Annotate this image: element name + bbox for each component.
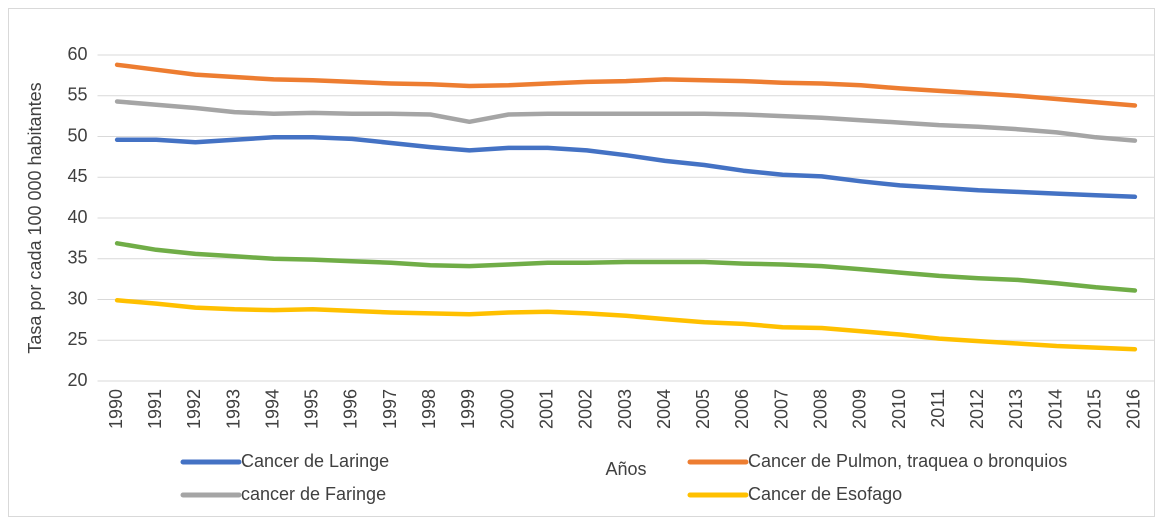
- x-tick-label: 1994: [262, 389, 282, 429]
- x-tick-label: 2013: [1006, 389, 1026, 429]
- x-tick-label: 2014: [1045, 389, 1065, 429]
- x-tick-label: 2001: [536, 389, 556, 429]
- x-tick-label: 2004: [654, 389, 674, 429]
- x-tick-label: 1992: [184, 389, 204, 429]
- x-tick-label: 2008: [810, 389, 830, 429]
- y-tick-label: 50: [67, 125, 87, 145]
- x-tick-label: 2003: [615, 389, 635, 429]
- series-line: [114, 241, 1138, 293]
- y-tick-label: 55: [67, 85, 87, 105]
- x-tick-label: 2002: [576, 389, 596, 429]
- y-axis-title: Tasa por cada 100 000 habitantes: [25, 82, 45, 353]
- x-tick-label: 2000: [497, 389, 517, 429]
- x-tick-label: 1997: [380, 389, 400, 429]
- legend-label: Cancer de Pulmon, traquea o bronquios: [748, 451, 1067, 471]
- x-tick-label: 2010: [889, 389, 909, 429]
- x-tick-label: 2006: [732, 389, 752, 429]
- y-tick-label: 25: [67, 329, 87, 349]
- legend-label: Cancer de Esofago: [748, 484, 902, 504]
- x-tick-label: 2016: [1124, 389, 1144, 429]
- x-tick-label: 1999: [458, 389, 478, 429]
- x-tick-label: 1998: [419, 389, 439, 429]
- x-tick-label: 2005: [693, 389, 713, 429]
- x-tick-label: 1991: [145, 389, 165, 429]
- series-line: [114, 298, 1138, 352]
- y-tick-label: 45: [67, 166, 87, 186]
- x-tick-label: 2011: [928, 389, 948, 428]
- x-tick-label: 1993: [223, 389, 243, 429]
- x-tick-label: 2012: [967, 389, 987, 429]
- legend-label: cancer de Faringe: [241, 484, 386, 504]
- series-line: [114, 99, 1138, 143]
- legend-label: Cancer de Laringe: [241, 451, 389, 471]
- x-tick-label: 2007: [771, 389, 791, 429]
- x-tick-label: 1990: [106, 389, 126, 429]
- x-tick-label: 2009: [850, 389, 870, 429]
- y-tick-label: 40: [67, 207, 87, 227]
- y-tick-label: 35: [67, 248, 87, 268]
- y-tick-label: 60: [67, 44, 87, 64]
- x-tick-label: 1995: [302, 389, 322, 429]
- y-tick-label: 20: [67, 370, 87, 390]
- x-tick-label: 2015: [1085, 389, 1105, 429]
- series-line: [114, 135, 1138, 200]
- y-tick-label: 30: [67, 288, 87, 308]
- x-axis-title: Años: [605, 459, 646, 479]
- series-line: [114, 62, 1138, 108]
- x-tick-label: 1996: [341, 389, 361, 429]
